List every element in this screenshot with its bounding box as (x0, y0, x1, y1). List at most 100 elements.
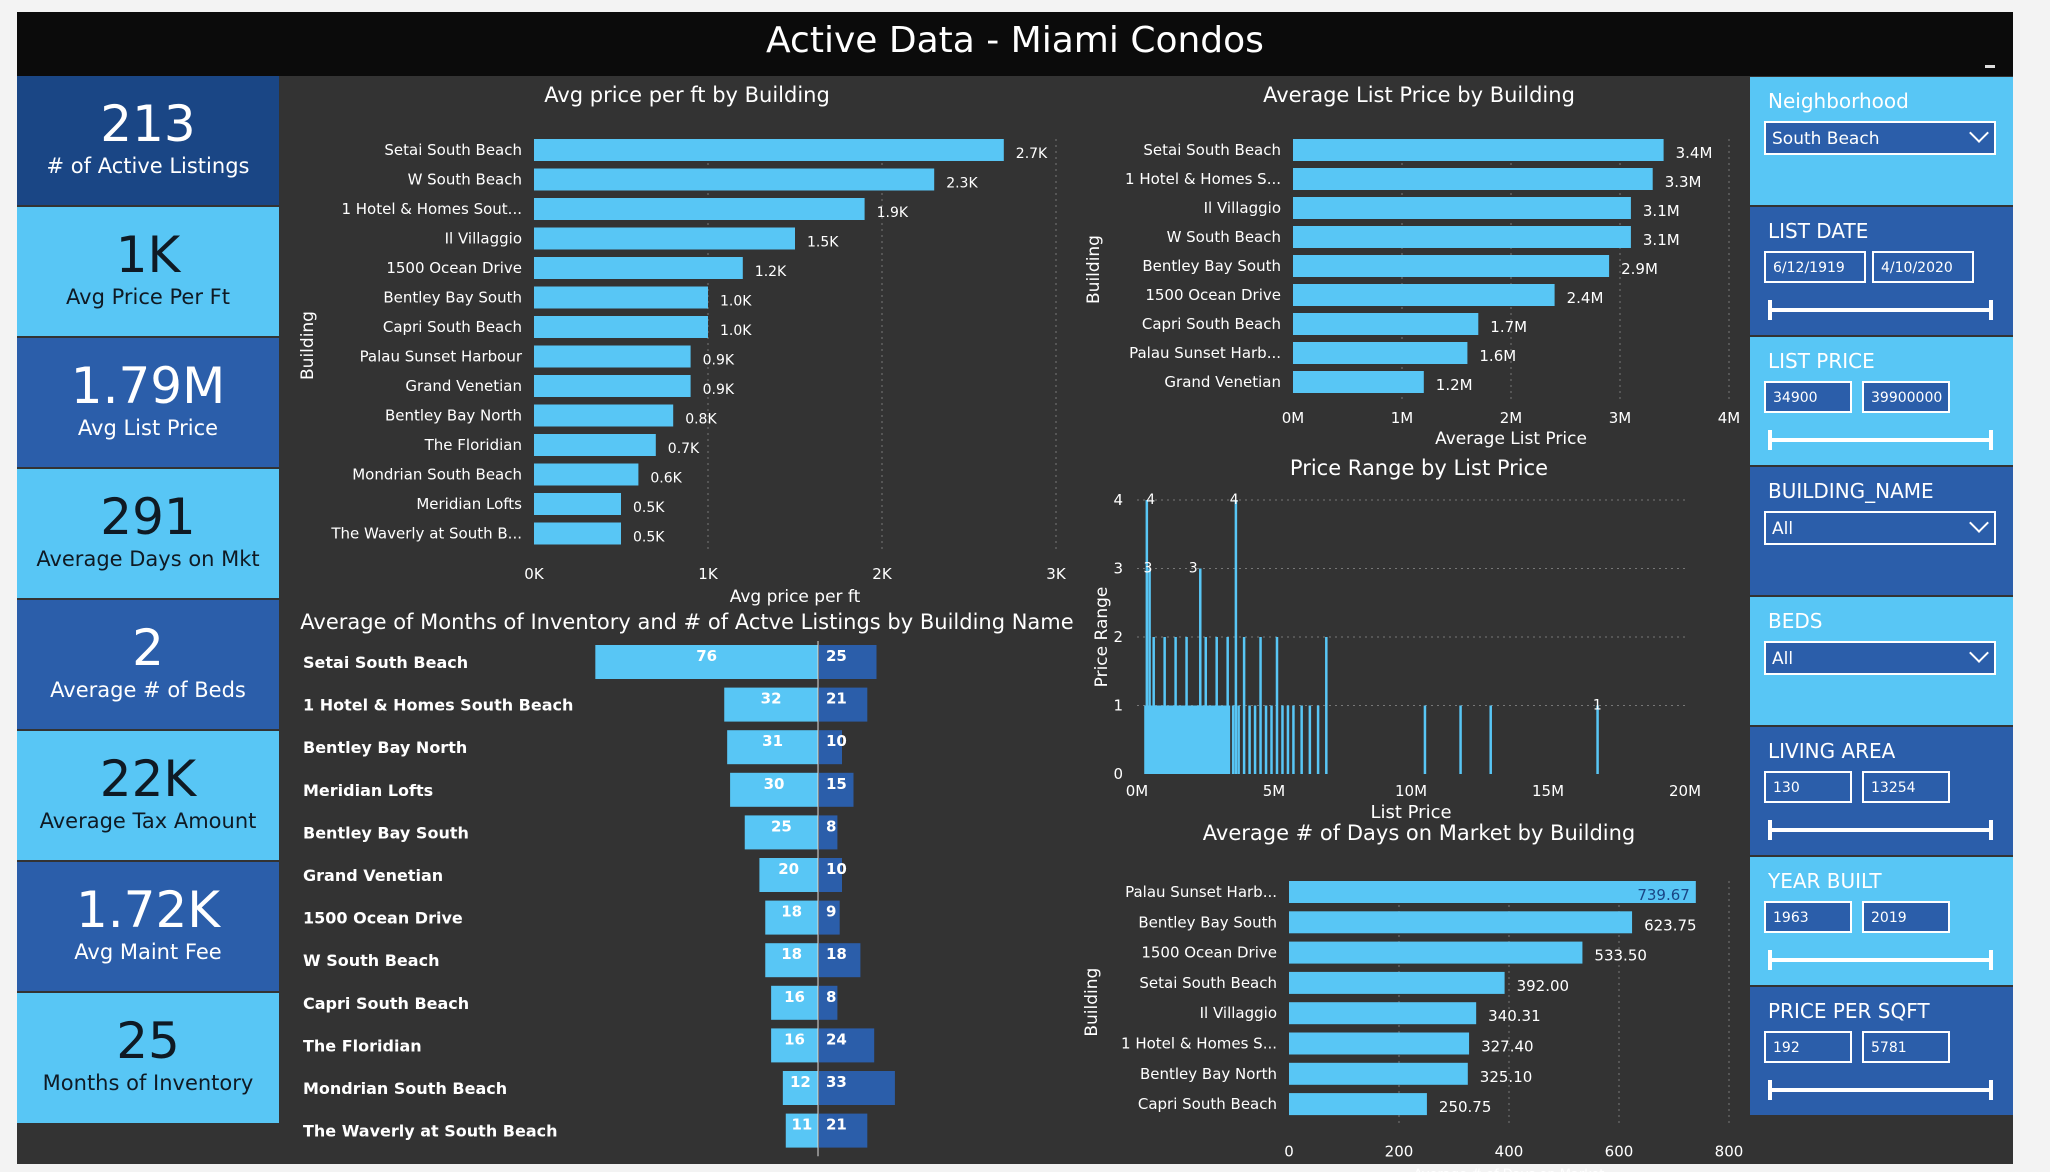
report-title: Active Data - Miami Condos (766, 20, 1264, 61)
y-axis-title: Building (298, 311, 318, 380)
beds-value: All (1772, 649, 1794, 669)
list-price-slider-track[interactable] (1768, 438, 1993, 442)
year-built-slider-start[interactable] (1768, 950, 1772, 970)
year-built-from-value: 1963 (1773, 910, 1809, 926)
kpi-value: 1K (115, 226, 181, 284)
list-date-slider-start[interactable] (1768, 300, 1772, 320)
bar (771, 1028, 818, 1063)
neighborhood-slicer: Neighborhood South Beach (1750, 77, 2013, 205)
list-price-slider-start[interactable] (1768, 430, 1772, 450)
year-built-slider-end[interactable] (1989, 950, 1993, 970)
list-price-to-input[interactable]: 39900000 (1862, 381, 1950, 413)
data-label: 0.6K (650, 471, 682, 487)
data-label: 1.2K (755, 264, 787, 280)
list-date-from-input[interactable]: 6/12/1919 (1764, 251, 1866, 283)
building-name-dropdown[interactable]: All (1764, 511, 1996, 545)
x-tick-label: 2M (1500, 409, 1523, 427)
year-built-to-input[interactable]: 2019 (1862, 901, 1950, 933)
data-label: 18 (826, 945, 847, 963)
category-label: The Waverly at South B... (330, 525, 522, 543)
kpi-value: 1.72K (75, 881, 221, 939)
data-label: 1.7M (1490, 318, 1527, 336)
x-tick-label: 4M (1718, 409, 1741, 427)
bar (1190, 705, 1194, 774)
bar (819, 645, 877, 679)
data-label: 21 (826, 690, 847, 708)
category-label: 1 Hotel & Homes S... (1121, 1035, 1277, 1053)
price-per-sqft-slider-end[interactable] (1989, 1080, 1993, 1100)
list-date-label: LIST DATE (1768, 219, 1869, 243)
bar (771, 985, 818, 1020)
bar (1242, 637, 1246, 774)
data-label: 3.4M (1676, 144, 1713, 162)
kpi-label: Average # of Beds (50, 678, 246, 702)
y-tick-label: 1 (1113, 697, 1123, 715)
bar (785, 1113, 818, 1148)
neighborhood-dropdown[interactable]: South Beach (1764, 121, 1996, 155)
minimize-icon[interactable] (1985, 65, 1995, 68)
living-area-slider-start[interactable] (1768, 820, 1772, 840)
category-label: 1 Hotel & Homes Sout... (341, 200, 522, 218)
bar (534, 257, 743, 279)
bar (819, 815, 838, 850)
list-date-to-input[interactable]: 4/10/2020 (1872, 251, 1974, 283)
bar (1293, 226, 1631, 248)
bar (1209, 705, 1213, 774)
year-built-from-input[interactable]: 1963 (1764, 901, 1852, 933)
data-label: 24 (826, 1030, 847, 1048)
y-axis-title: Building (1084, 235, 1104, 304)
bar (1596, 705, 1599, 774)
category-label: Capri South Beach (1138, 1095, 1277, 1113)
neighborhood-label: Neighborhood (1768, 89, 1909, 113)
data-label: 3 (1143, 561, 1152, 577)
list-date-slider-track[interactable] (1768, 308, 1993, 312)
kpi-value: 291 (100, 488, 196, 546)
bar (759, 858, 818, 892)
x-tick-label: 20M (1669, 782, 1701, 800)
bar (730, 772, 818, 807)
beds-dropdown[interactable]: All (1764, 641, 1996, 675)
data-label: 15 (826, 775, 847, 793)
data-label: 392.00 (1517, 977, 1570, 995)
year-built-slider-track[interactable] (1768, 958, 1993, 962)
category-label: 1 Hotel & Homes South Beach (303, 696, 573, 715)
data-label: 31 (762, 732, 783, 750)
living-area-slider-track[interactable] (1768, 828, 1993, 832)
avg-days-on-market-chart: Average # of Days on Market by Building B… (1082, 821, 1743, 1172)
bar (1157, 705, 1161, 774)
price-per-sqft-to-input[interactable]: 5781 (1862, 1031, 1950, 1063)
kpi-card: 1.79M Avg List Price (17, 338, 279, 467)
year-built-label: YEAR BUILT (1768, 869, 1882, 893)
kpi-card: 291 Average Days on Mkt (17, 469, 279, 598)
living-area-slider-end[interactable] (1989, 820, 1993, 840)
bar (1489, 705, 1492, 774)
bar (1253, 705, 1257, 774)
data-label: 3 (1189, 561, 1198, 577)
x-tick-label: 600 (1605, 1142, 1634, 1160)
bar (534, 404, 674, 427)
price-per-sqft-slider-start[interactable] (1768, 1080, 1772, 1100)
bar (1289, 971, 1505, 994)
data-label: 623.75 (1644, 916, 1697, 934)
y-axis-title: Building (1082, 968, 1102, 1037)
data-label: 1.6M (1479, 347, 1516, 365)
bar (1215, 637, 1218, 774)
data-label: 4 (1146, 492, 1155, 508)
bar (1270, 705, 1273, 774)
price-per-sqft-slider-track[interactable] (1768, 1088, 1993, 1092)
bar (534, 227, 795, 250)
price-per-sqft-from-input[interactable]: 192 (1764, 1031, 1852, 1063)
living-area-from-input[interactable]: 130 (1764, 771, 1852, 803)
x-axis-title: List Price (1370, 802, 1451, 823)
list-price-slicer: LIST PRICE 34900 39900000 (1750, 337, 2013, 465)
x-tick-label: 15M (1532, 782, 1564, 800)
living-area-to-input[interactable]: 13254 (1862, 771, 1950, 803)
chart-title: Average List Price by Building (1263, 83, 1575, 107)
bar (1163, 637, 1166, 774)
list-price-slider-end[interactable] (1989, 430, 1993, 450)
bar (1293, 371, 1424, 393)
data-label: 20 (778, 860, 799, 878)
list-price-from-input[interactable]: 34900 (1764, 381, 1852, 413)
list-date-slider-end[interactable] (1989, 300, 1993, 320)
data-label: 30 (764, 775, 785, 793)
